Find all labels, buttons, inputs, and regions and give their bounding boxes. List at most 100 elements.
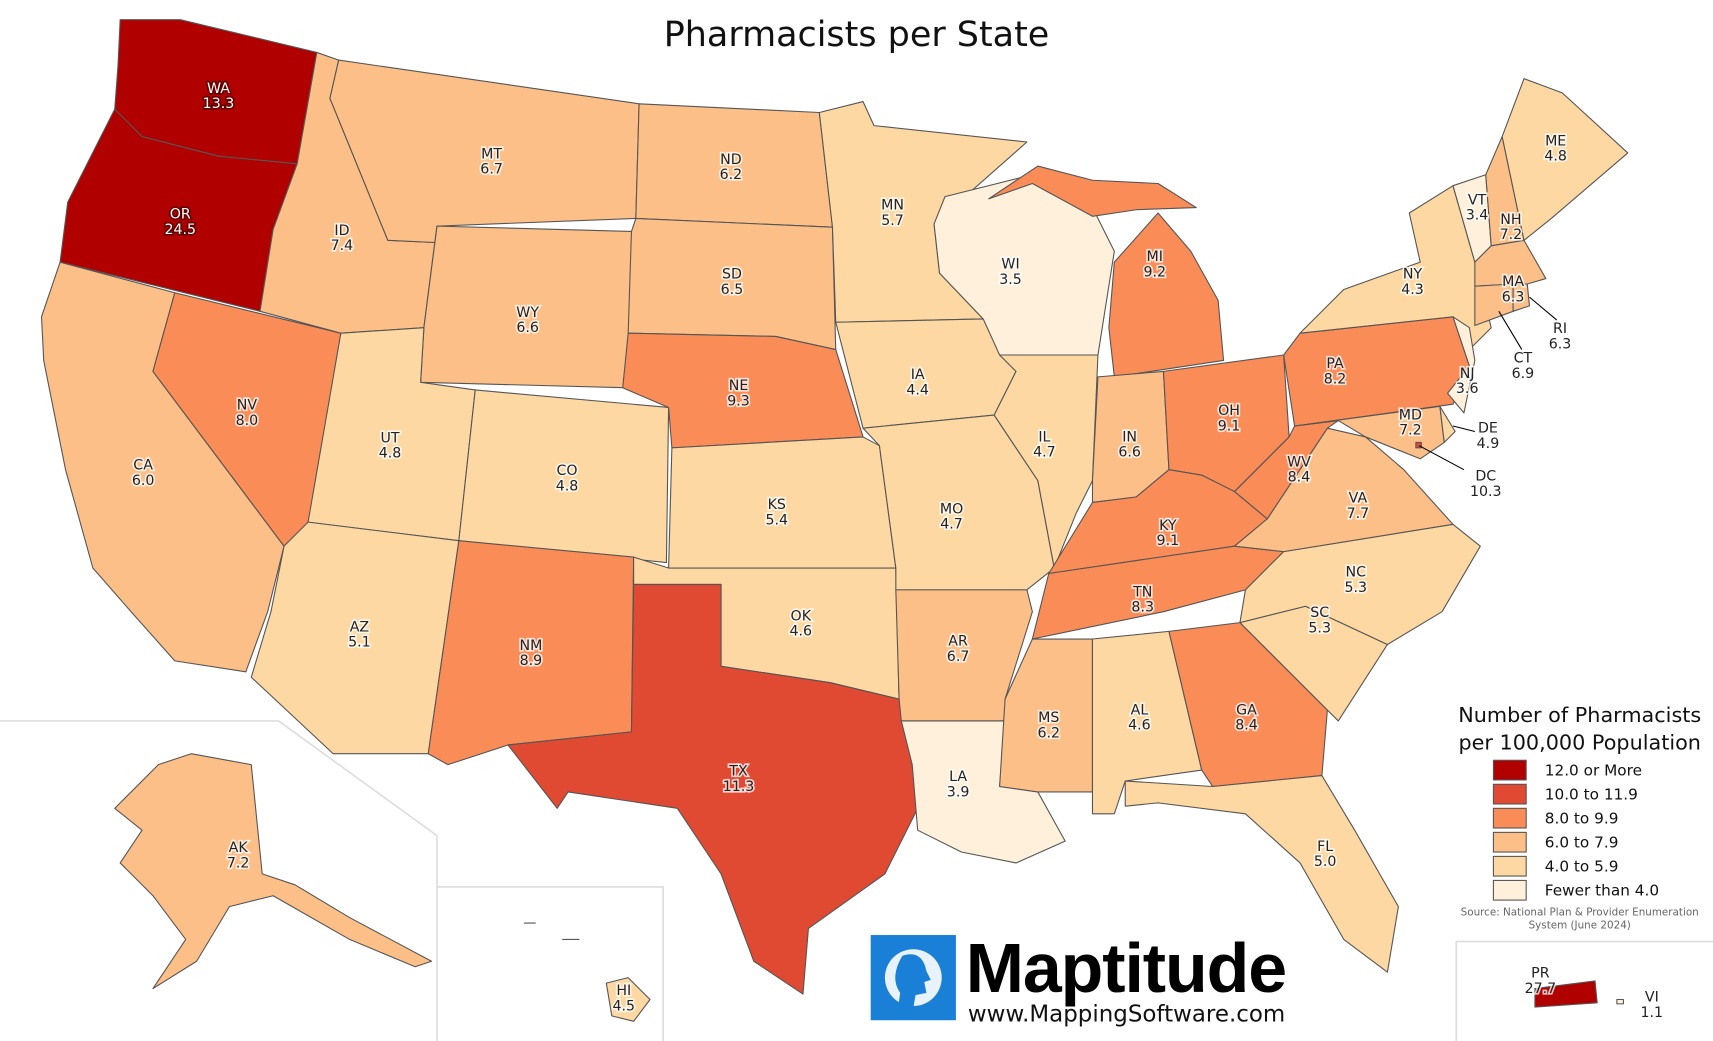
state-value-label: 4.3 [1401,282,1424,298]
state-abbr-label: DC [1475,469,1496,485]
legend-swatch [1492,759,1527,781]
state-labels: WA13.3OR24.5CA6.0NV8.0ID7.4MT6.7WY6.6UT4… [130,79,1665,1022]
state-abbr-label: KY [1159,518,1177,534]
state-mi[interactable] [1108,212,1225,378]
state-abbr-label: SC [1310,605,1329,621]
state-abbr-label: VT [1468,192,1487,208]
state-abbr-label: WY [516,305,539,321]
state-value-label: 5.0 [1314,854,1337,870]
leader-line-de [1452,425,1475,433]
source-line2: System (June 2024) [1529,919,1631,931]
legend-label: 4.0 to 5.9 [1545,858,1619,876]
state-abbr-label: AR [948,634,968,650]
state-abbr-label: NV [237,398,258,414]
state-abbr-label: TX [728,764,748,780]
state-value-label: 4.9 [1477,436,1500,452]
state-value-label: 8.2 [1324,371,1347,387]
state-value-label: 6.7 [480,162,503,178]
state-abbr-label: MT [481,146,502,162]
state-value-label: 6.7 [947,649,970,665]
state-value-label: 4.4 [906,382,929,398]
state-co[interactable] [458,389,670,564]
state-abbr-label: NY [1403,267,1423,283]
puerto-rico-inset-frame [1455,940,1713,1041]
legend-swatch [1492,879,1527,901]
maptitude-branding: Maptitude www.MappingSoftware.com [870,929,1287,1027]
state-abbr-label: GA [1236,702,1257,718]
state-hi[interactable] [523,922,651,1022]
legend-label: 6.0 to 7.9 [1545,834,1619,852]
state-value-label: 5.3 [1308,620,1331,636]
state-abbr-label: IN [1122,429,1137,445]
state-value-label: 4.7 [940,517,963,533]
state-value-label: 3.4 [1466,208,1489,224]
state-value-label: 6.6 [516,320,539,336]
inset-frames [0,720,1713,1041]
state-tx[interactable] [507,583,919,995]
state-value-label: 7.2 [1399,423,1422,439]
state-abbr-label: CT [1514,351,1533,367]
state-ri[interactable] [1512,283,1531,312]
legend-title-line1: Number of Pharmacists [1458,703,1701,727]
state-value-label: 4.5 [613,998,636,1014]
legend-swatch [1492,783,1527,805]
state-value-label: 6.2 [720,167,743,183]
state-abbr-label: NM [520,638,543,654]
state-abbr-label: MS [1038,710,1059,726]
state-abbr-label: OK [791,608,812,624]
state-wy[interactable] [420,225,637,389]
state-ia[interactable] [835,318,1017,429]
legend-swatch [1492,831,1527,853]
state-abbr-label: NH [1500,212,1521,228]
state-abbr-label: MO [940,501,963,517]
state-nj[interactable] [1446,316,1476,414]
leader-line-dc [1418,445,1465,471]
state-value-label: 3.6 [1456,381,1479,397]
state-abbr-label: TN [1132,584,1152,600]
state-abbr-label: AK [229,840,249,856]
legend-swatch [1492,807,1527,829]
state-value-label: 7.2 [227,855,250,871]
state-value-label: 4.8 [556,478,579,494]
map-title: Pharmacists per State [664,15,1050,55]
state-abbr-label: SD [722,267,742,283]
state-mi[interactable] [988,165,1197,217]
legend-label: 12.0 or More [1545,762,1642,780]
state-value-label: 5.7 [881,213,904,229]
state-abbr-label: MN [881,198,904,214]
brand-url[interactable]: www.MappingSoftware.com [968,1001,1285,1027]
legend-title-line2: per 100,000 Population [1458,730,1701,754]
state-dc[interactable] [1415,441,1422,449]
state-abbr-label: AZ [350,619,370,635]
state-value-label: 8.9 [520,653,543,669]
state-abbr-label: UT [380,430,399,446]
state-abbr-label: WV [1287,454,1311,470]
state-value-label: 10.3 [1470,484,1502,500]
state-value-label: 9.1 [1157,533,1180,549]
state-value-label: 7.2 [1500,227,1523,243]
state-value-label: 3.5 [999,272,1022,288]
legend-label: Fewer than 4.0 [1545,882,1659,900]
state-value-label: 8.3 [1131,600,1154,616]
state-value-label: 6.0 [132,473,155,489]
state-value-label: 13.3 [203,96,235,112]
legend-label: 8.0 to 9.9 [1545,810,1619,828]
state-value-label: 6.5 [721,282,744,298]
state-pr[interactable] [1534,980,1598,1008]
state-abbr-label: NC [1345,565,1366,581]
state-vi[interactable] [1616,998,1624,1005]
state-fl[interactable] [1124,775,1399,973]
state-value-label: 8.0 [236,413,259,429]
state-abbr-label: VI [1645,990,1659,1006]
brand-name: Maptitude [966,929,1286,1007]
state-value-label: 24.5 [164,222,196,238]
state-value-label: 4.7 [1033,445,1056,461]
state-value-label: 4.6 [1128,718,1151,734]
state-value-label: 4.6 [789,624,812,640]
state-de[interactable] [1439,405,1456,443]
state-abbr-label: NE [729,378,749,394]
state-ak[interactable] [114,753,433,990]
state-value-label: 4.8 [379,446,402,462]
state-abbr-label: MA [1502,274,1524,290]
state-abbr-label: OH [1218,403,1240,419]
